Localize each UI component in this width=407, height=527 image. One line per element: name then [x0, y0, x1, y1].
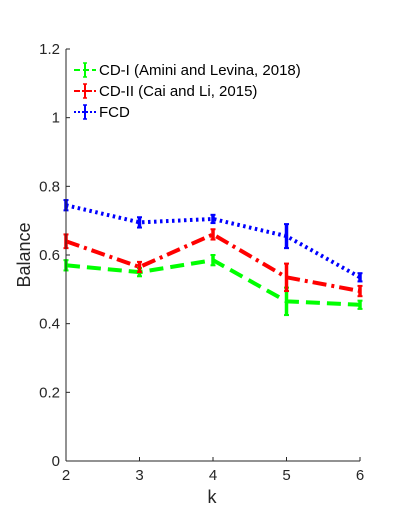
y-tick-label: 0.4 — [39, 316, 60, 333]
error-bar — [357, 272, 363, 283]
legend-label: CD-II (Cai and Li, 2015) — [99, 83, 257, 100]
legend-item-1: CD-I (Amini and Levina, 2018) — [74, 62, 301, 79]
error-bar — [210, 228, 216, 241]
error-bar — [357, 284, 363, 298]
x-tick-label: 3 — [135, 467, 143, 484]
error-bar — [137, 216, 142, 229]
y-tick-label: 0.6 — [39, 247, 60, 264]
y-tick-label: 0 — [52, 453, 60, 470]
x-ticks: 2 3 4 5 6 — [62, 457, 364, 484]
error-bar — [284, 223, 289, 250]
legend-label: FCD — [99, 104, 130, 121]
y-ticks: 0 0.2 0.4 0.6 0.8 1 1.2 — [39, 41, 70, 470]
error-bar — [210, 254, 216, 267]
error-bar — [210, 213, 216, 225]
y-tick-label: 1.2 — [39, 41, 60, 58]
y-tick-label: 0.8 — [39, 178, 60, 195]
axes-layer: 2 3 4 5 6 0 0.2 0.4 0.6 0.8 1 1.2 — [39, 41, 364, 484]
legend-label: CD-I (Amini and Levina, 2018) — [99, 62, 301, 79]
y-tick-label: 1 — [52, 110, 60, 127]
error-bar — [357, 299, 363, 310]
legend-item-2: CD-II (Cai and Li, 2015) — [74, 83, 257, 100]
series-line-3 — [65, 203, 361, 280]
legend-item-3: FCD — [74, 104, 130, 121]
y-tick-label: 0.2 — [39, 384, 60, 401]
x-tick-label: 2 — [62, 467, 70, 484]
y-axis-label: Balance — [14, 222, 34, 287]
x-tick-label: 4 — [209, 467, 217, 484]
x-tick-label: 6 — [356, 467, 364, 484]
x-tick-label: 5 — [282, 467, 290, 484]
error-bar — [284, 262, 289, 293]
error-bar — [137, 260, 142, 274]
x-axis-label: k — [208, 487, 218, 507]
legend: CD-I (Amini and Levina, 2018) CD-II (Cai … — [74, 62, 301, 121]
